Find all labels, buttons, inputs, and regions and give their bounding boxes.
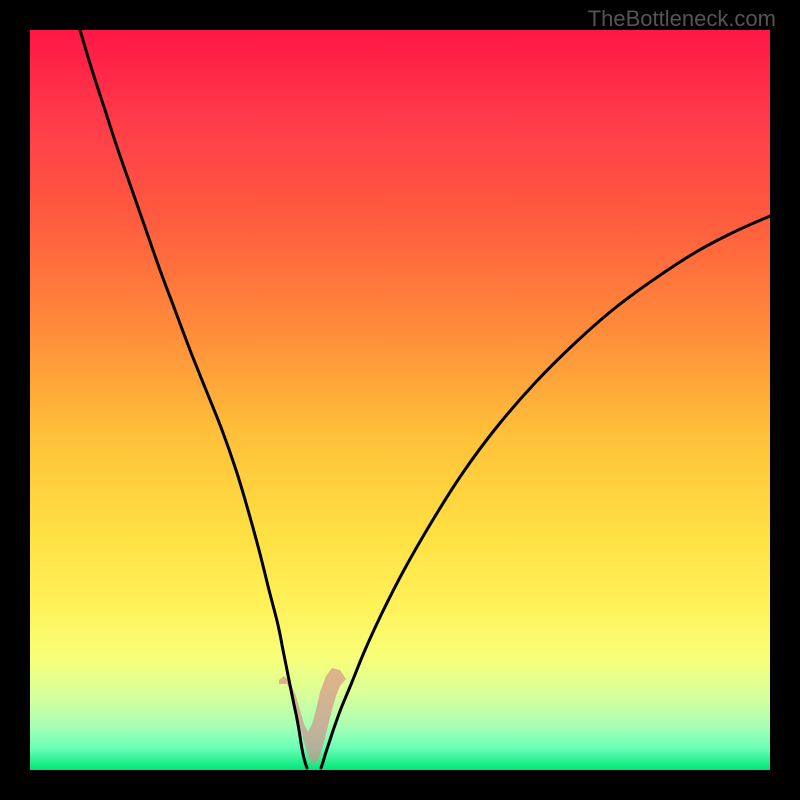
watermark-text: TheBottleneck.com <box>588 6 776 32</box>
curve-right-branch <box>321 216 770 768</box>
chart-plot-area <box>30 30 770 770</box>
curve-left-branch <box>80 30 307 768</box>
chart-curves <box>30 30 770 770</box>
